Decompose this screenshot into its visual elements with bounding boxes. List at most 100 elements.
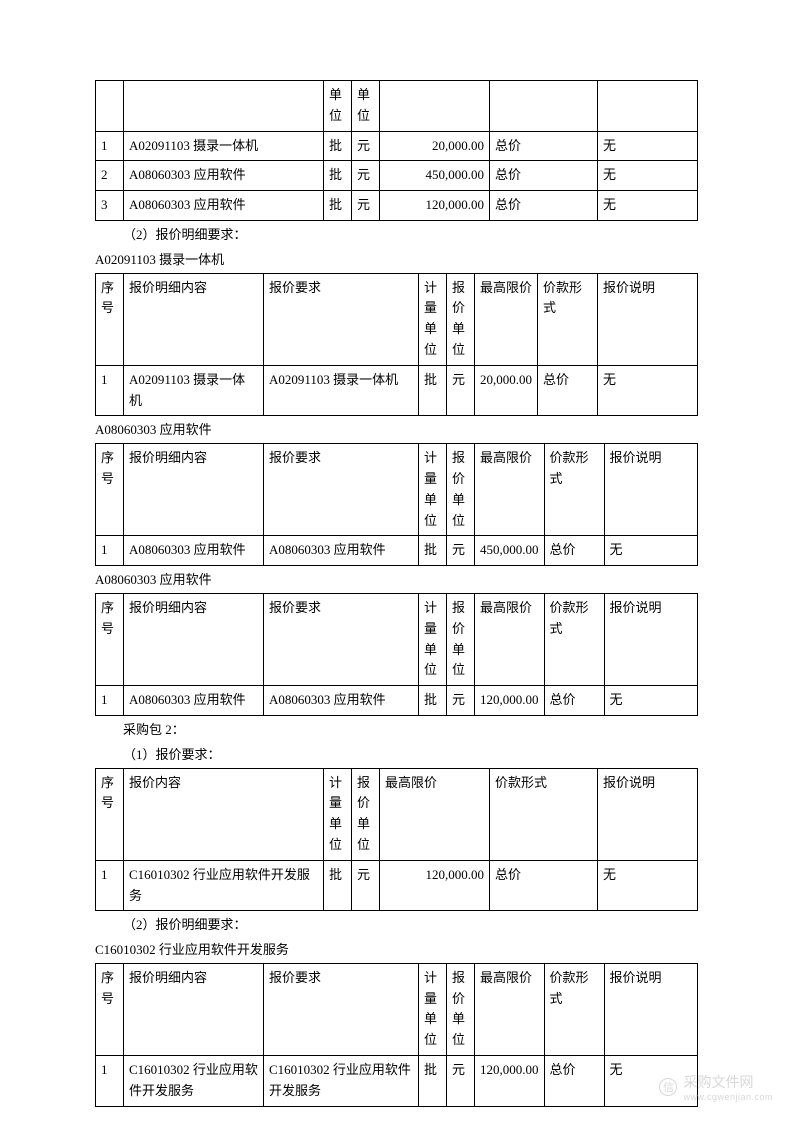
detail1-title: A02091103 摄录一体机 [95, 250, 698, 271]
cell-maxprice: 20,000.00 [380, 131, 490, 161]
header-req: 报价要求 [264, 444, 419, 536]
header-content: 报价明细内容 [124, 444, 264, 536]
header-pricetype: 价款形式 [538, 273, 598, 365]
detail-table-1: 序号 报价明细内容 报价要求 计量单位 报价单位 最高限价 价款形式 报价说明 … [95, 273, 698, 417]
table-row: 1 C16010302 行业应用软件开发服务 批 元 120,000.00 总价… [96, 860, 698, 911]
header-req: 报价要求 [264, 273, 419, 365]
cell-req: C16010302 行业应用软件开发服务 [264, 1056, 419, 1107]
cell: 单位 [352, 81, 380, 132]
quote-table-top: 单位 单位 1 A02091103 摄录一体机 批 元 20,000.00 总价… [95, 80, 698, 221]
cell-content: A08060303 应用软件 [124, 686, 264, 716]
cell-pricetype: 总价 [490, 191, 598, 221]
header-note: 报价说明 [604, 593, 698, 685]
watermark-icon: 信 [659, 1078, 677, 1096]
table-row: 序号 报价明细内容 报价要求 计量单位 报价单位 最高限价 价款形式 报价说明 [96, 963, 698, 1055]
header-content: 报价内容 [124, 768, 324, 860]
table-row: 1 C16010302 行业应用软件开发服务 C16010302 行业应用软件开… [96, 1056, 698, 1107]
header-maxprice: 最高限价 [475, 963, 545, 1055]
watermark-sub: www.cgwenjian.com [683, 1092, 773, 1102]
table-row: 序号 报价内容 计量单位 报价单位 最高限价 价款形式 报价说明 [96, 768, 698, 860]
header-priceunit: 报价单位 [447, 593, 475, 685]
cell [380, 81, 490, 132]
cell-content: A02091103 摄录一体机 [124, 131, 324, 161]
header-note: 报价说明 [598, 273, 698, 365]
cell-priceunit: 元 [447, 365, 475, 416]
cell: 单位 [324, 81, 352, 132]
table-row: 1 A02091103 摄录一体机 批 元 20,000.00 总价 无 [96, 131, 698, 161]
header-pricetype: 价款形式 [544, 444, 604, 536]
detail-table-4: 序号 报价明细内容 报价要求 计量单位 报价单位 最高限价 价款形式 报价说明 … [95, 963, 698, 1107]
cell-note: 无 [598, 161, 698, 191]
header-seq: 序号 [96, 444, 124, 536]
header-priceunit: 报价单位 [447, 273, 475, 365]
header-unit: 计量单位 [419, 444, 447, 536]
cell-seq: 2 [96, 161, 124, 191]
cell-maxprice: 450,000.00 [475, 536, 545, 566]
header-priceunit: 报价单位 [352, 768, 380, 860]
cell-pricetype: 总价 [538, 365, 598, 416]
cell-seq: 1 [96, 1056, 124, 1107]
cell-seq: 1 [96, 686, 124, 716]
cell-priceunit: 元 [352, 131, 380, 161]
table-row: 序号 报价明细内容 报价要求 计量单位 报价单位 最高限价 价款形式 报价说明 [96, 273, 698, 365]
cell-content: A08060303 应用软件 [124, 191, 324, 221]
cell-seq: 1 [96, 365, 124, 416]
detail3-title: A08060303 应用软件 [95, 570, 698, 591]
cell-note: 无 [598, 365, 698, 416]
cell-priceunit: 元 [447, 686, 475, 716]
cell-pricetype: 总价 [490, 860, 598, 911]
detail2-title: A08060303 应用软件 [95, 420, 698, 441]
quote-req-label: （1）报价要求： [95, 745, 698, 766]
cell [124, 81, 324, 132]
cell-seq: 1 [96, 131, 124, 161]
table-row: 1 A08060303 应用软件 A08060303 应用软件 批 元 120,… [96, 686, 698, 716]
table-row: 单位 单位 [96, 81, 698, 132]
cell-priceunit: 元 [352, 161, 380, 191]
cell [490, 81, 598, 132]
header-content: 报价明细内容 [124, 593, 264, 685]
cell-req: A08060303 应用软件 [264, 536, 419, 566]
cell-unit: 批 [419, 1056, 447, 1107]
header-maxprice: 最高限价 [475, 593, 545, 685]
cell-content: A02091103 摄录一体机 [124, 365, 264, 416]
header-priceunit: 报价单位 [447, 444, 475, 536]
cell-maxprice: 120,000.00 [380, 191, 490, 221]
cell-seq: 1 [96, 860, 124, 911]
header-pricetype: 价款形式 [544, 593, 604, 685]
table-row: 序号 报价明细内容 报价要求 计量单位 报价单位 最高限价 价款形式 报价说明 [96, 593, 698, 685]
cell-priceunit: 元 [447, 1056, 475, 1107]
cell-maxprice: 120,000.00 [475, 686, 545, 716]
header-req: 报价要求 [264, 963, 419, 1055]
header-maxprice: 最高限价 [475, 444, 545, 536]
cell-unit: 批 [324, 131, 352, 161]
header-req: 报价要求 [264, 593, 419, 685]
cell-unit: 批 [324, 191, 352, 221]
cell-pricetype: 总价 [490, 161, 598, 191]
cell-unit: 批 [419, 365, 447, 416]
detail4-title: C16010302 行业应用软件开发服务 [95, 940, 698, 961]
cell-maxprice: 20,000.00 [475, 365, 538, 416]
table-row: 3 A08060303 应用软件 批 元 120,000.00 总价 无 [96, 191, 698, 221]
package2-label: 采购包 2： [95, 720, 698, 741]
cell-note: 无 [598, 860, 698, 911]
cell-pricetype: 总价 [544, 686, 604, 716]
table-row: 1 A02091103 摄录一体机 A02091103 摄录一体机 批 元 20… [96, 365, 698, 416]
header-content: 报价明细内容 [124, 963, 264, 1055]
cell-req: A08060303 应用软件 [264, 686, 419, 716]
cell-seq: 1 [96, 536, 124, 566]
header-note: 报价说明 [598, 768, 698, 860]
header-content: 报价明细内容 [124, 273, 264, 365]
header-unit: 计量单位 [324, 768, 352, 860]
cell-content: C16010302 行业应用软件开发服务 [124, 1056, 264, 1107]
header-unit: 计量单位 [419, 963, 447, 1055]
header-seq: 序号 [96, 768, 124, 860]
header-priceunit: 报价单位 [447, 963, 475, 1055]
cell-pricetype: 总价 [544, 1056, 604, 1107]
cell-unit: 批 [419, 686, 447, 716]
cell-maxprice: 120,000.00 [475, 1056, 545, 1107]
cell [598, 81, 698, 132]
header-unit: 计量单位 [419, 593, 447, 685]
cell-pricetype: 总价 [544, 536, 604, 566]
cell-note: 无 [604, 686, 698, 716]
header-pricetype: 价款形式 [544, 963, 604, 1055]
